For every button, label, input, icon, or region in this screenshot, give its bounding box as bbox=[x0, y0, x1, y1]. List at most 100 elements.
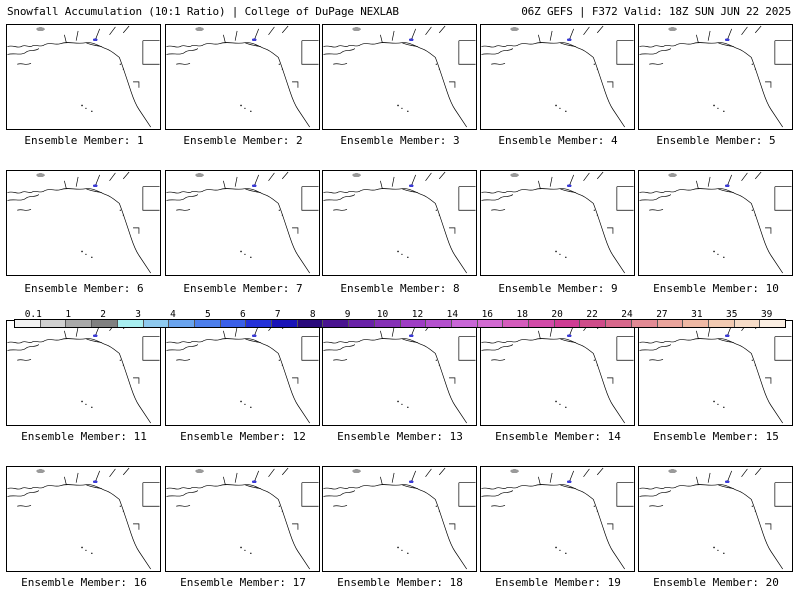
colorbar-tick-label: 2 bbox=[100, 309, 107, 320]
islands bbox=[555, 505, 598, 555]
snowfall-shading bbox=[36, 469, 98, 483]
coastlines bbox=[639, 467, 792, 570]
coastlines bbox=[323, 171, 476, 274]
snowfall-shading bbox=[668, 469, 730, 483]
colorbar-swatch bbox=[529, 320, 555, 327]
ensemble-member-label: Ensemble Member: 3 bbox=[340, 134, 460, 147]
colorbar-tick-label: 7 bbox=[274, 309, 281, 320]
coastlines bbox=[323, 321, 476, 424]
colorbar-tick-label: 14 bbox=[446, 309, 459, 320]
islands bbox=[555, 359, 598, 409]
snowfall-shading bbox=[668, 173, 730, 187]
ensemble-member-label: Ensemble Member: 16 bbox=[21, 576, 147, 589]
snowfall-shading bbox=[36, 27, 98, 41]
colorbar-tick-label: 1 bbox=[65, 309, 72, 320]
colorbar-tick-label: 24 bbox=[621, 309, 633, 320]
colorbar-tick-label: 22 bbox=[586, 309, 598, 320]
coastlines bbox=[166, 25, 319, 128]
colorbar-tick-label: 20 bbox=[551, 309, 563, 320]
colorbar-swatch bbox=[117, 320, 144, 327]
colorbar-swatch bbox=[708, 320, 735, 327]
islands bbox=[81, 209, 124, 259]
ensemble-member-label: Ensemble Member: 15 bbox=[653, 430, 779, 443]
ensemble-member-label: Ensemble Member: 14 bbox=[495, 430, 621, 443]
colorbar-tick-label: 39 bbox=[760, 309, 773, 320]
colorbar-swatch bbox=[220, 320, 247, 327]
colorbar-tick-label: 12 bbox=[411, 309, 424, 320]
colorbar-tick-label: 10 bbox=[376, 309, 389, 320]
colorbar-tick-label: 6 bbox=[239, 309, 246, 320]
colorbar-swatch bbox=[554, 320, 581, 327]
colorbar-swatch bbox=[374, 320, 401, 327]
ensemble-member-map bbox=[165, 170, 320, 276]
ensemble-member-map bbox=[480, 24, 635, 130]
coastlines bbox=[7, 467, 160, 570]
colorbar-tick-label: 31 bbox=[691, 309, 703, 320]
islands bbox=[397, 505, 440, 555]
islands bbox=[81, 63, 124, 113]
coastlines bbox=[323, 25, 476, 128]
model-run-info: 06Z GEFS | F372 Valid: 18Z SUN JUN 22 20… bbox=[521, 5, 791, 18]
colorbar-swatch bbox=[503, 320, 530, 327]
coastlines bbox=[323, 467, 476, 570]
snowfall-colorbar: 0.1 1 2 3 4 5 6 7 8 9 10 12 14 16 18 20 22 24 27 31 35 39 bbox=[14, 309, 786, 328]
map-title: Snowfall Accumulation (10:1 Ratio) | Col… bbox=[7, 5, 399, 18]
colorbar-labels: 0.1 1 2 3 4 5 6 7 8 9 10 12 14 16 18 20 22 24 27 31 35 39 bbox=[14, 309, 786, 320]
ensemble-member-label: Ensemble Member: 7 bbox=[183, 282, 303, 295]
coastlines bbox=[481, 467, 634, 570]
colorbar-swatch bbox=[15, 320, 41, 327]
colorbar-tick-label: 16 bbox=[481, 309, 494, 320]
colorbar-swatch bbox=[143, 320, 170, 327]
ensemble-member-label: Ensemble Member: 17 bbox=[180, 576, 306, 589]
snowfall-shading bbox=[352, 27, 414, 41]
ensemble-member-map bbox=[638, 320, 793, 426]
colorbar-swatch bbox=[297, 320, 324, 327]
colorbar-swatch bbox=[606, 320, 632, 327]
ensemble-member-map bbox=[322, 320, 477, 426]
ensemble-member-map bbox=[165, 24, 320, 130]
coastlines bbox=[639, 25, 792, 128]
colorbar-swatch bbox=[631, 320, 658, 327]
colorbar-swatch bbox=[169, 320, 195, 327]
ensemble-member-label: Ensemble Member: 18 bbox=[337, 576, 463, 589]
colorbar-swatch bbox=[451, 320, 478, 327]
ensemble-member-map bbox=[6, 24, 161, 130]
colorbar-tick-label: 18 bbox=[516, 309, 528, 320]
snowfall-shading bbox=[352, 173, 414, 187]
ensemble-member-map bbox=[165, 466, 320, 572]
colorbar-tick-label: 35 bbox=[726, 309, 738, 320]
ensemble-member-label: Ensemble Member: 4 bbox=[498, 134, 618, 147]
colorbar-tick-label: 4 bbox=[170, 309, 176, 320]
snowfall-shading bbox=[195, 469, 257, 483]
ensemble-member-label: Ensemble Member: 9 bbox=[498, 282, 618, 295]
colorbar-swatch bbox=[194, 320, 221, 327]
ensemble-member-label: Ensemble Member: 20 bbox=[653, 576, 779, 589]
colorbar-swatch bbox=[66, 320, 93, 327]
coastlines bbox=[7, 321, 160, 424]
colorbar-swatch bbox=[734, 320, 761, 327]
snowfall-shading bbox=[510, 27, 572, 41]
islands bbox=[555, 63, 598, 113]
islands bbox=[397, 359, 440, 409]
colorbar-tick-label: 3 bbox=[135, 309, 141, 320]
ensemble-member-label: Ensemble Member: 11 bbox=[21, 430, 147, 443]
islands bbox=[397, 63, 440, 113]
colorbar-swatch bbox=[349, 320, 375, 327]
ensemble-member-map bbox=[480, 170, 635, 276]
colorbar-swatch bbox=[760, 320, 786, 327]
ensemble-member-map bbox=[6, 320, 161, 426]
colorbar-swatch bbox=[272, 320, 298, 327]
coastlines bbox=[639, 171, 792, 274]
coastlines bbox=[166, 171, 319, 274]
ensemble-member-label: Ensemble Member: 5 bbox=[656, 134, 776, 147]
coastlines bbox=[7, 171, 160, 274]
coastlines bbox=[639, 321, 792, 424]
ensemble-member-map bbox=[322, 24, 477, 130]
ensemble-member-label: Ensemble Member: 10 bbox=[653, 282, 779, 295]
snowfall-shading bbox=[668, 27, 730, 41]
coastlines bbox=[7, 25, 160, 128]
ensemble-member-map bbox=[638, 170, 793, 276]
snowfall-shading bbox=[195, 27, 257, 41]
islands bbox=[713, 359, 756, 409]
snowfall-shading bbox=[352, 469, 414, 483]
